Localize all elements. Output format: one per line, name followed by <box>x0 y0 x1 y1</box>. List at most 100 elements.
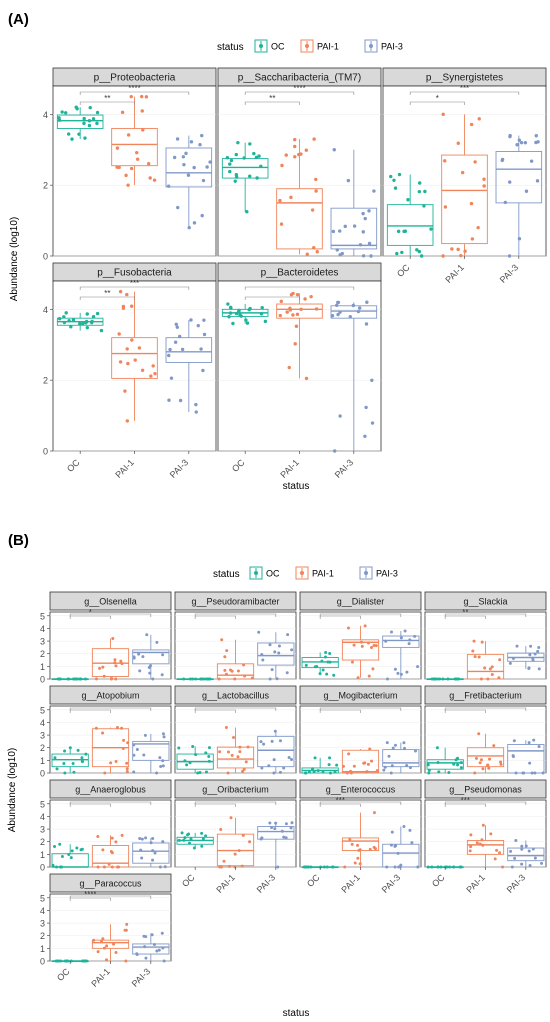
box-body <box>91 939 130 949</box>
data-point <box>364 405 368 410</box>
x-tick-label: PAI-1 <box>443 262 466 285</box>
data-point <box>456 763 460 767</box>
data-point <box>192 165 196 170</box>
data-point <box>227 864 231 868</box>
data-point <box>472 639 476 643</box>
data-point <box>351 303 356 308</box>
data-point <box>135 157 140 161</box>
data-point <box>181 155 186 159</box>
data-point <box>69 959 73 963</box>
data-point <box>322 865 326 869</box>
significance-bracket: *** <box>79 279 190 290</box>
box-pai-1 <box>91 637 130 681</box>
data-point <box>360 644 364 648</box>
x-tick-label: PAI-3 <box>333 457 356 480</box>
data-point <box>67 318 71 323</box>
data-point <box>507 254 512 258</box>
y-tick-label: 1 <box>40 850 45 860</box>
data-point <box>312 137 316 141</box>
legend-item-oc: OC <box>249 566 280 580</box>
data-point <box>260 836 264 840</box>
data-point <box>367 209 371 213</box>
data-point <box>417 249 422 254</box>
data-point <box>537 667 541 671</box>
data-point <box>446 677 450 681</box>
data-point <box>396 229 401 234</box>
data-point <box>117 332 121 336</box>
box-pai-1 <box>91 833 130 869</box>
data-point <box>94 726 98 730</box>
data-point <box>533 771 537 775</box>
bracket-line <box>444 615 486 619</box>
data-point <box>63 749 67 753</box>
facet-title: p__Fusobacteria <box>97 268 172 279</box>
data-point <box>236 140 240 145</box>
facet-title: g__Mogibacterium <box>323 691 397 701</box>
data-point <box>299 307 303 311</box>
panel-a-xlabel: status <box>283 481 310 492</box>
box-pai-3 <box>132 931 170 963</box>
bracket-line <box>69 709 111 713</box>
data-point <box>528 864 532 868</box>
data-point <box>490 665 494 669</box>
data-point <box>58 842 62 846</box>
y-tick-label: 5 <box>40 893 45 903</box>
facet-g-mogibacterium: g__Mogibacterium <box>299 685 422 775</box>
data-point <box>100 939 104 943</box>
data-point <box>205 677 209 681</box>
data-point <box>196 771 200 775</box>
data-point <box>374 644 378 648</box>
y-tick-label: 0 <box>43 252 48 262</box>
data-point <box>456 756 460 760</box>
legend-label: OC <box>271 42 285 52</box>
data-point <box>343 865 347 869</box>
box-body <box>466 747 505 768</box>
significance-bracket <box>319 801 402 805</box>
data-point <box>369 254 373 258</box>
data-point <box>236 755 240 759</box>
x-tick-label: PAI-3 <box>498 262 521 285</box>
data-point <box>438 677 442 681</box>
data-point <box>155 640 159 644</box>
data-point <box>515 644 519 648</box>
data-point <box>367 674 371 678</box>
significance-bracket <box>69 613 152 617</box>
data-point <box>492 744 496 748</box>
facet-strip <box>424 591 547 611</box>
data-point <box>336 300 341 305</box>
data-point <box>459 761 463 765</box>
data-point <box>143 945 147 949</box>
data-point <box>303 771 307 775</box>
data-point <box>417 189 422 194</box>
facet-g-anaeroglobus: g__Anaeroglobus 0 1 2 3 4 5 <box>40 779 172 873</box>
bracket-line <box>79 296 135 300</box>
data-point <box>123 389 127 393</box>
facet-g-pseudoramibacter: g__Pseudoramibacter <box>174 591 297 681</box>
data-point <box>459 253 463 258</box>
data-point <box>303 865 307 869</box>
data-point <box>527 741 531 745</box>
data-point <box>441 254 445 258</box>
data-point <box>483 666 487 670</box>
box-pai-3 <box>330 148 378 258</box>
data-point <box>185 763 189 767</box>
data-point <box>152 942 156 946</box>
significance-bracket <box>319 613 402 617</box>
data-point <box>149 664 153 668</box>
data-point <box>335 303 339 307</box>
data-point <box>528 653 532 657</box>
legend-item-pai-1: PAI-1 <box>295 566 334 580</box>
data-point <box>529 159 534 163</box>
data-point <box>393 186 398 190</box>
data-point <box>233 865 237 869</box>
significance-bracket: **** <box>244 84 355 95</box>
data-point <box>114 760 118 764</box>
data-point <box>110 836 114 840</box>
data-point <box>72 677 76 681</box>
data-point <box>336 312 340 317</box>
data-point <box>180 831 184 835</box>
data-point <box>319 865 323 869</box>
data-point <box>182 838 186 842</box>
box-body <box>382 749 420 768</box>
data-point <box>414 749 418 753</box>
